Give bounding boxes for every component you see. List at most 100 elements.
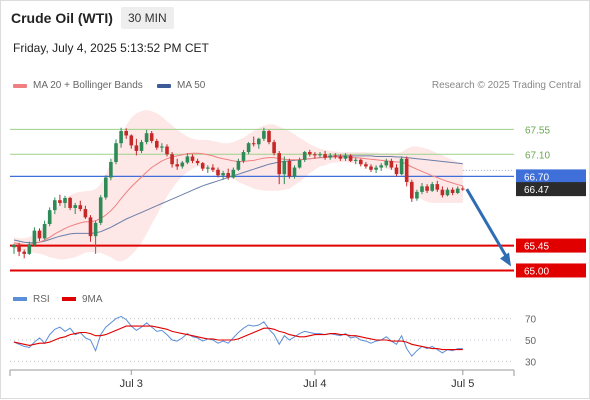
candle-body-4 bbox=[32, 230, 37, 245]
candle-body-11 bbox=[68, 197, 72, 208]
candle-body-45 bbox=[241, 152, 246, 161]
rsi-ma-legend-label: 9MA bbox=[82, 294, 103, 305]
candle-body-39 bbox=[211, 167, 215, 170]
candle-body-17 bbox=[98, 197, 103, 223]
candle-body-12 bbox=[73, 205, 77, 208]
candle-body-85 bbox=[445, 189, 450, 196]
candle-body-13 bbox=[78, 205, 83, 210]
timestamp: Friday, July 4, 2025 5:13:52 PM CET bbox=[13, 41, 209, 55]
instrument-title: Crude Oil (WTI) bbox=[11, 10, 113, 26]
candle-body-3 bbox=[27, 244, 32, 254]
rsi-tick-30: 30 bbox=[525, 357, 537, 368]
candle-body-52 bbox=[277, 153, 281, 175]
candle-body-33 bbox=[180, 162, 185, 167]
rsi-legend-swatch bbox=[13, 297, 27, 301]
rsi-ma-line bbox=[13, 325, 463, 351]
candle-body-84 bbox=[440, 189, 445, 196]
candle-body-16 bbox=[93, 222, 98, 237]
candle-body-47 bbox=[251, 143, 256, 145]
candle-body-40 bbox=[216, 169, 220, 176]
candle-body-51 bbox=[272, 142, 276, 154]
candle-body-10 bbox=[63, 197, 67, 203]
candle-body-81 bbox=[425, 186, 429, 191]
rsi-tick-70: 70 bbox=[525, 315, 537, 326]
candle-body-63 bbox=[333, 155, 338, 157]
candle-body-5 bbox=[37, 230, 42, 239]
timeframe-badge[interactable]: 30 MIN bbox=[121, 7, 174, 29]
candle-body-15 bbox=[88, 217, 93, 237]
candle-body-37 bbox=[200, 163, 205, 169]
candle-body-71 bbox=[374, 167, 378, 170]
candle-body-49 bbox=[262, 131, 266, 139]
current-price-badge: 66.47 bbox=[524, 185, 549, 196]
candle-body-21 bbox=[119, 131, 123, 144]
support-price-badge-1: 65.45 bbox=[524, 242, 549, 253]
candle-body-80 bbox=[420, 186, 424, 192]
candle-body-34 bbox=[185, 156, 190, 163]
resistance-label-2: 67.10 bbox=[525, 150, 550, 161]
candle-body-1 bbox=[17, 245, 21, 252]
rsi-line bbox=[13, 315, 463, 357]
rsi-ma-legend-swatch bbox=[62, 297, 76, 301]
legend-ma20-label: MA 20 + Bollinger Bands bbox=[33, 80, 143, 91]
candle-body-42 bbox=[226, 173, 230, 178]
pivot-price-badge-bg bbox=[516, 169, 586, 184]
legend-ma50-label: MA 50 bbox=[177, 80, 206, 91]
candle-body-7 bbox=[47, 210, 52, 224]
candle-body-76 bbox=[399, 158, 404, 175]
candle-body-6 bbox=[42, 223, 47, 239]
candle-body-23 bbox=[129, 135, 134, 146]
candle-body-19 bbox=[109, 162, 113, 178]
candle-body-60 bbox=[318, 154, 322, 156]
candle-body-77 bbox=[404, 158, 409, 182]
candle-body-46 bbox=[246, 143, 251, 153]
support-price-badge-2: 65.00 bbox=[524, 266, 549, 277]
candle-body-28 bbox=[155, 140, 159, 148]
research-credit: Research © 2025 Trading Central bbox=[431, 80, 581, 91]
candle-body-44 bbox=[236, 160, 241, 170]
candle-body-83 bbox=[435, 184, 440, 190]
candle-body-38 bbox=[206, 167, 210, 169]
candle-body-74 bbox=[389, 160, 394, 168]
ma50-swatch bbox=[157, 83, 171, 88]
candle-body-18 bbox=[104, 177, 108, 198]
candle-body-72 bbox=[379, 165, 383, 168]
resistance-label-1: 67.55 bbox=[525, 125, 550, 136]
candle-body-48 bbox=[257, 138, 261, 145]
rsi-tick-50: 50 bbox=[525, 336, 537, 347]
candle-body-24 bbox=[134, 145, 139, 151]
candle-body-86 bbox=[450, 189, 455, 193]
candle-body-65 bbox=[343, 155, 348, 159]
candle-body-88 bbox=[461, 188, 465, 190]
forecast-arrow-shaft bbox=[465, 188, 510, 261]
candle-body-64 bbox=[338, 156, 343, 159]
candle-body-41 bbox=[221, 173, 225, 176]
candle-body-75 bbox=[394, 167, 399, 175]
candle-body-68 bbox=[359, 159, 363, 165]
candle-body-78 bbox=[410, 181, 414, 199]
candle-body-67 bbox=[353, 159, 358, 161]
candle-body-59 bbox=[313, 154, 317, 156]
candle-body-50 bbox=[267, 131, 271, 143]
x-tick-label-0: Jul 3 bbox=[120, 378, 143, 390]
candle-body-26 bbox=[144, 133, 149, 143]
bollinger-band bbox=[14, 110, 463, 262]
candle-body-73 bbox=[384, 160, 389, 166]
support-price-badge-2-bg bbox=[516, 263, 586, 278]
rsi-legend-label: RSI bbox=[33, 294, 50, 305]
legend-ma50: MA 50 bbox=[157, 80, 205, 91]
current-price-badge-bg bbox=[516, 182, 586, 197]
candle-body-58 bbox=[308, 152, 312, 155]
x-tick-label-2: Jul 5 bbox=[451, 378, 474, 390]
candle-body-54 bbox=[287, 160, 292, 177]
candle-body-62 bbox=[328, 155, 332, 158]
candle-body-31 bbox=[170, 154, 174, 165]
x-tick-label-1: Jul 4 bbox=[303, 378, 326, 390]
candle-body-57 bbox=[302, 152, 307, 160]
candle-body-2 bbox=[22, 251, 26, 254]
support-price-badge-1-bg bbox=[516, 238, 586, 253]
candle-body-66 bbox=[348, 155, 353, 161]
candle-body-29 bbox=[160, 146, 164, 148]
candle-body-36 bbox=[195, 160, 200, 164]
